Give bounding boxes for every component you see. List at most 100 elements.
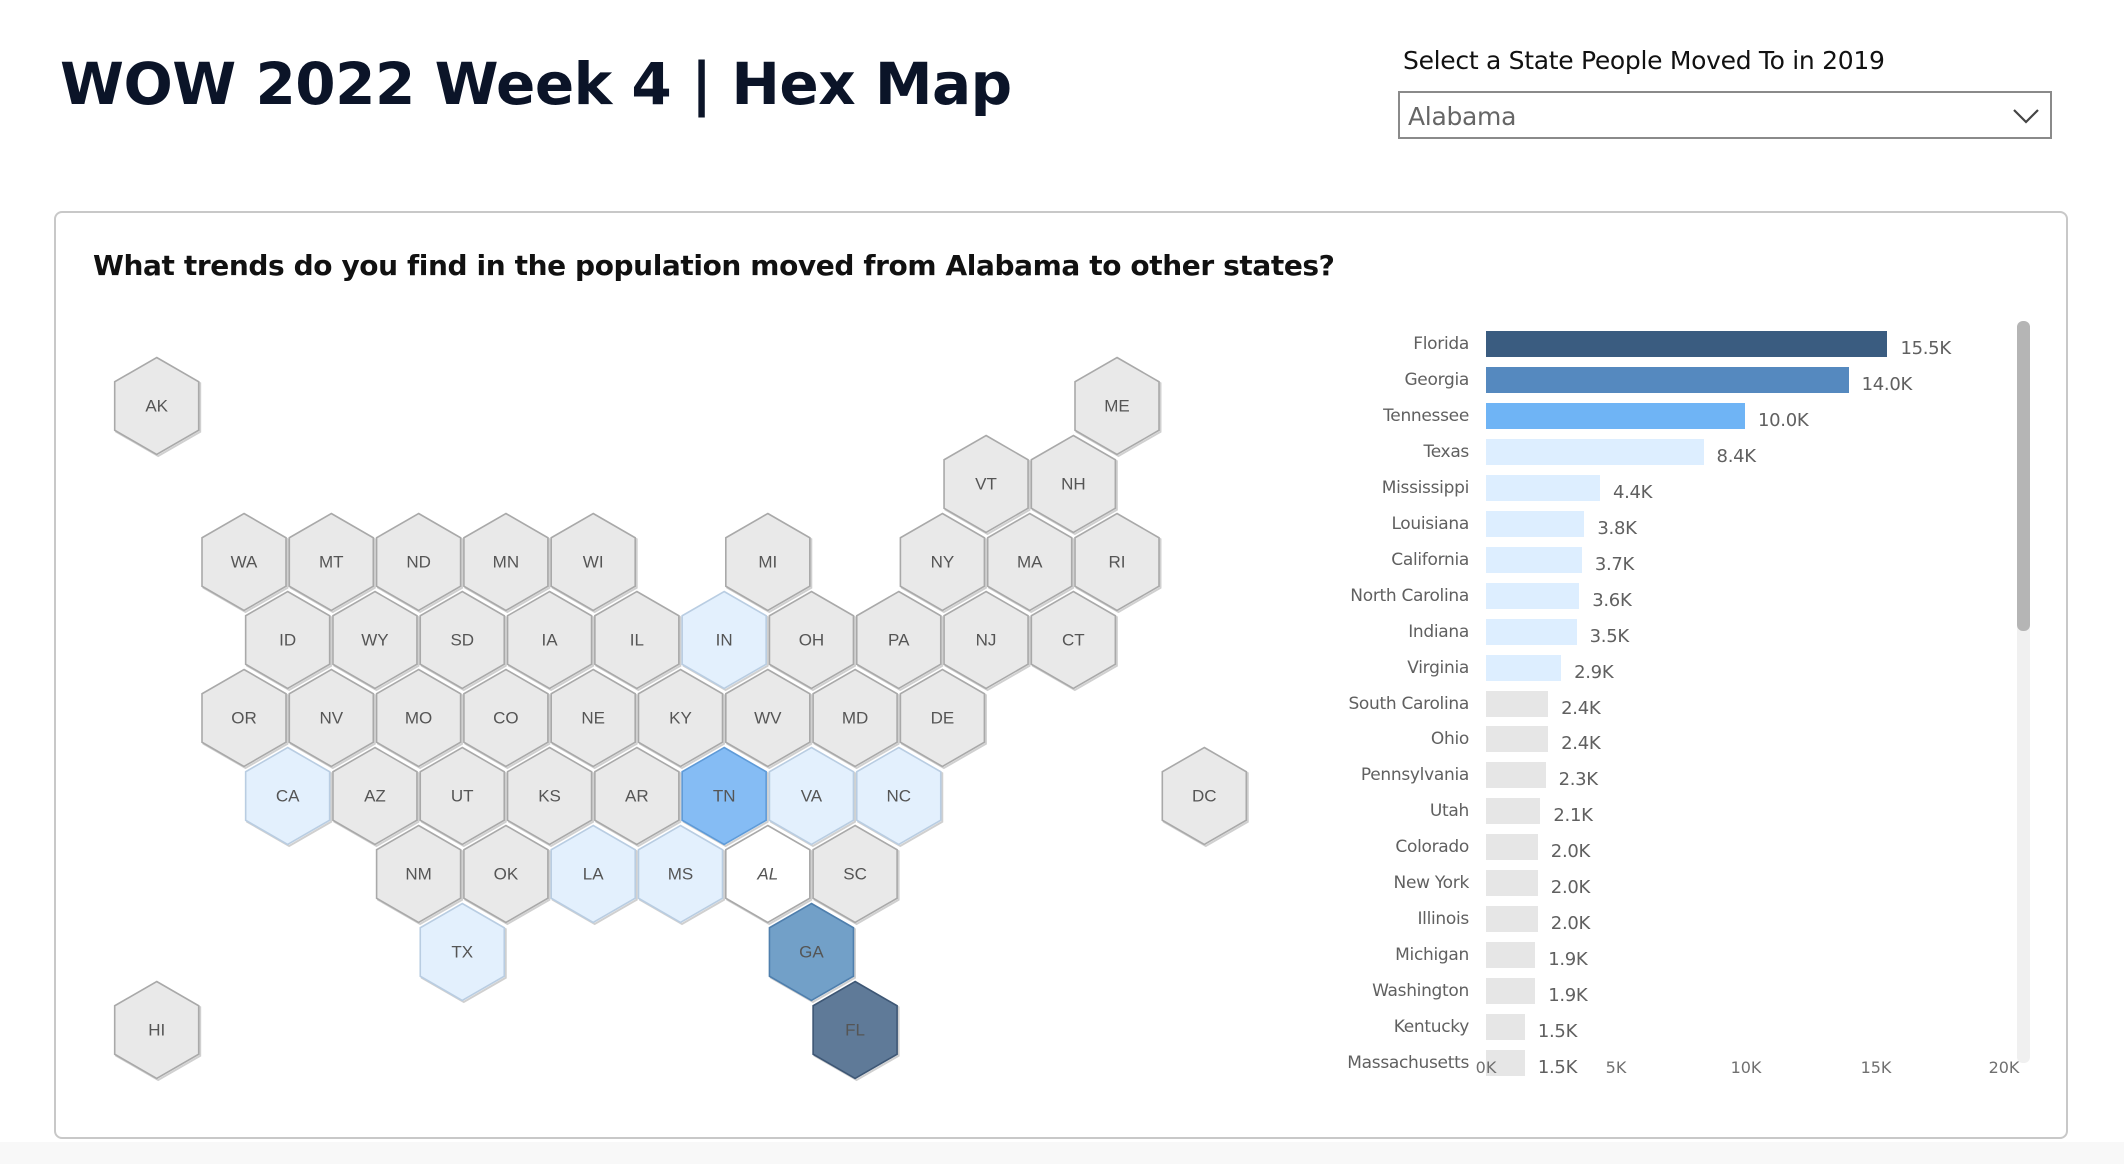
- bar-row[interactable]: Massachusetts 1.5K: [0, 1050, 2124, 1078]
- hex-state-ut[interactable]: UT: [419, 746, 507, 848]
- bar[interactable]: [1486, 510, 1585, 537]
- bar-row[interactable]: Indiana 3.5K: [0, 618, 2124, 647]
- hex-state-ia[interactable]: IA: [506, 590, 595, 692]
- bar[interactable]: [1486, 654, 1562, 681]
- hex-state-pa[interactable]: PA: [855, 590, 944, 692]
- bar[interactable]: [1486, 366, 1849, 393]
- bar[interactable]: [1486, 978, 1536, 1005]
- hex-state-mi[interactable]: MI: [724, 512, 813, 614]
- bar-row[interactable]: Illinois 2.0K: [0, 906, 2124, 934]
- bar-row[interactable]: Texas 8.4K: [0, 438, 2124, 467]
- hex-state-id[interactable]: ID: [244, 590, 333, 692]
- hex-state-tn[interactable]: TN: [681, 746, 769, 848]
- hex-state-ar[interactable]: AR: [594, 746, 682, 848]
- hex-state-co[interactable]: CO: [463, 668, 551, 770]
- bar[interactable]: [1486, 906, 1538, 933]
- hex-shape: [1161, 746, 1248, 846]
- hex-state-wy[interactable]: WY: [332, 590, 420, 692]
- bar-row[interactable]: Kentucky 1.5K: [0, 1014, 2124, 1042]
- bar[interactable]: [1486, 582, 1580, 609]
- bar-row[interactable]: Pennsylvania 2.3K: [0, 762, 2124, 790]
- hex-state-label: WA: [231, 553, 258, 572]
- hex-state-sd[interactable]: SD: [419, 590, 507, 692]
- hex-state-in[interactable]: IN: [681, 590, 769, 692]
- bar-row[interactable]: Mississippi 4.4K: [0, 474, 2124, 503]
- bar-value-label: 2.9K: [1574, 661, 1614, 683]
- hex-state-nv[interactable]: NV: [288, 668, 376, 770]
- bar-row[interactable]: Michigan 1.9K: [0, 942, 2124, 970]
- hex-state-ny[interactable]: NY: [899, 512, 987, 614]
- bar[interactable]: [1486, 690, 1549, 717]
- bar[interactable]: [1486, 402, 1745, 429]
- hex-state-de[interactable]: DE: [899, 668, 987, 770]
- hex-state-tx[interactable]: TX: [419, 902, 507, 1004]
- hex-state-ri[interactable]: RI: [1074, 512, 1162, 614]
- hex-state-mo[interactable]: MO: [375, 668, 464, 770]
- bar[interactable]: [1486, 726, 1549, 753]
- hex-state-or[interactable]: OR: [201, 668, 289, 770]
- bar-row[interactable]: Louisiana 3.8K: [0, 510, 2124, 539]
- bar-row[interactable]: California 3.7K: [0, 546, 2124, 575]
- hex-state-vt[interactable]: VT: [943, 434, 1031, 536]
- hex-state-nc[interactable]: NC: [855, 746, 944, 848]
- hex-state-il[interactable]: IL: [594, 590, 682, 692]
- hex-state-nd[interactable]: ND: [375, 512, 464, 614]
- hex-state-md[interactable]: MD: [812, 668, 900, 770]
- bar-row[interactable]: New York 2.0K: [0, 870, 2124, 898]
- hex-state-wi[interactable]: WI: [550, 512, 638, 614]
- hex-state-ks[interactable]: KS: [506, 746, 595, 848]
- hex-state-ct[interactable]: CT: [1030, 590, 1118, 692]
- hex-state-label: KY: [669, 709, 692, 728]
- hex-state-hi[interactable]: HI: [113, 980, 202, 1082]
- hex-state-ms[interactable]: MS: [637, 824, 725, 926]
- bar[interactable]: [1486, 798, 1541, 825]
- bar-row[interactable]: Washington 1.9K: [0, 978, 2124, 1006]
- hex-state-ky[interactable]: KY: [637, 668, 725, 770]
- hex-state-la[interactable]: LA: [550, 824, 638, 926]
- hex-state-wv[interactable]: WV: [724, 668, 813, 770]
- bar-row[interactable]: South Carolina 2.4K: [0, 690, 2124, 719]
- hex-state-ok[interactable]: OK: [463, 824, 551, 926]
- hex-state-ne[interactable]: NE: [550, 668, 638, 770]
- bar-row[interactable]: Ohio 2.4K: [0, 726, 2124, 754]
- bar-row[interactable]: Georgia 14.0K: [0, 366, 2124, 395]
- hex-state-fl[interactable]: FL: [812, 980, 900, 1082]
- bar-row[interactable]: Tennessee 10.0K: [0, 402, 2124, 431]
- hex-state-dc[interactable]: DC: [1161, 746, 1249, 848]
- hex-state-nh[interactable]: NH: [1030, 434, 1118, 536]
- bar[interactable]: [1486, 1050, 1525, 1076]
- hex-state-nm[interactable]: NM: [375, 824, 464, 926]
- hex-state-ca[interactable]: CA: [244, 746, 333, 848]
- hex-state-ak[interactable]: AK: [113, 356, 202, 458]
- hex-state-al[interactable]: AL: [724, 824, 813, 926]
- bar[interactable]: [1486, 438, 1704, 465]
- chevron-down-icon[interactable]: [2012, 103, 2040, 127]
- bar[interactable]: [1486, 942, 1536, 969]
- state-slicer-dropdown[interactable]: Alabama: [1398, 91, 2052, 139]
- hex-state-mn[interactable]: MN: [463, 512, 551, 614]
- chart-scrollbar-thumb[interactable]: [2017, 321, 2030, 631]
- hex-state-ma[interactable]: MA: [986, 512, 1075, 614]
- bar[interactable]: [1486, 618, 1577, 645]
- hex-state-va[interactable]: VA: [768, 746, 856, 848]
- bar[interactable]: [1486, 762, 1546, 789]
- hex-state-oh[interactable]: OH: [768, 590, 856, 692]
- bar[interactable]: [1486, 834, 1538, 861]
- bar-row[interactable]: Utah 2.1K: [0, 798, 2124, 826]
- hex-state-ga[interactable]: GA: [768, 902, 856, 1004]
- bar[interactable]: [1486, 1014, 1525, 1041]
- hex-state-az[interactable]: AZ: [332, 746, 420, 848]
- hex-state-mt[interactable]: MT: [288, 512, 376, 614]
- bar[interactable]: [1486, 870, 1538, 897]
- bar[interactable]: [1486, 546, 1582, 573]
- hex-state-wa[interactable]: WA: [201, 512, 289, 614]
- hex-state-nj[interactable]: NJ: [943, 590, 1031, 692]
- bar-row[interactable]: North Carolina 3.6K: [0, 582, 2124, 611]
- bar-row[interactable]: Florida 15.5K: [0, 331, 2124, 359]
- hex-state-sc[interactable]: SC: [812, 824, 900, 926]
- bar[interactable]: [1486, 474, 1600, 501]
- bar-row[interactable]: Virginia 2.9K: [0, 654, 2124, 683]
- bar[interactable]: [1486, 331, 1888, 357]
- hex-state-me[interactable]: ME: [1074, 356, 1162, 458]
- bar-row[interactable]: Colorado 2.0K: [0, 834, 2124, 862]
